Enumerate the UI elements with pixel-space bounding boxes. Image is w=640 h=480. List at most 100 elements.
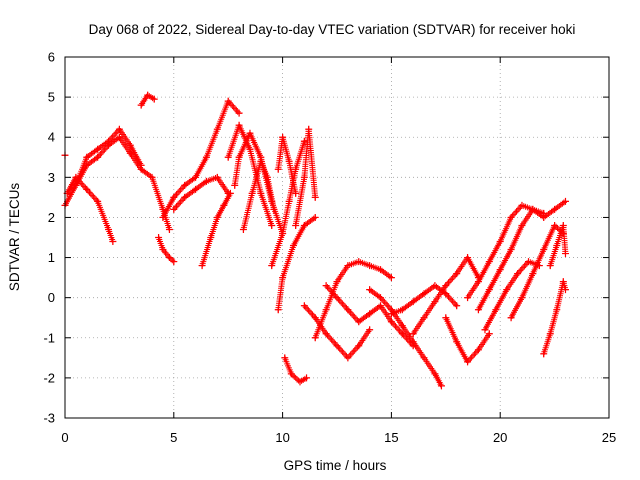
x-tick-label: 15 — [384, 430, 398, 445]
data-point — [420, 354, 428, 362]
data-point — [420, 314, 428, 322]
data-point — [292, 221, 300, 229]
series-satellite-track-19 — [300, 302, 374, 362]
data-point — [202, 177, 210, 185]
y-tick-label: 2 — [48, 210, 55, 225]
data-point — [377, 294, 385, 302]
y-tick-label: 4 — [48, 130, 55, 145]
data-point — [518, 201, 526, 209]
data-point — [235, 153, 243, 161]
data-point — [289, 242, 297, 250]
data-point — [311, 193, 319, 201]
data-point — [355, 342, 363, 350]
series-satellite-track-21 — [366, 286, 445, 390]
series-satellite-track-22 — [387, 282, 461, 318]
plus-markers — [388, 282, 460, 317]
data-point — [287, 370, 295, 378]
data-point — [148, 173, 156, 181]
data-point — [398, 306, 406, 314]
data-point — [311, 314, 319, 322]
data-point — [561, 197, 569, 205]
x-tick-label: 10 — [275, 430, 289, 445]
series-satellite-track-2 — [63, 173, 117, 246]
data-point — [109, 238, 117, 246]
data-point — [559, 221, 567, 229]
data-point — [224, 97, 232, 105]
data-point — [474, 306, 482, 314]
data-point — [257, 189, 265, 197]
data-point — [311, 334, 319, 342]
data-point — [137, 101, 145, 109]
data-point — [507, 314, 515, 322]
data-point — [72, 181, 80, 189]
plus-markers — [540, 278, 569, 357]
data-point — [83, 185, 91, 193]
data-point — [561, 286, 569, 294]
data-point — [481, 326, 489, 334]
data-point — [496, 266, 504, 274]
y-tick-label: 0 — [48, 290, 55, 305]
data-point — [366, 310, 374, 318]
y-tick-label: 5 — [48, 90, 55, 105]
data-point — [213, 213, 221, 221]
series-satellite-track-26 — [474, 205, 548, 314]
data-point — [155, 234, 163, 241]
data-point — [553, 306, 561, 314]
plus-markers — [301, 302, 373, 361]
series-satellite-track-8 — [170, 173, 232, 213]
data-point — [437, 382, 445, 390]
data-point — [181, 193, 189, 201]
data-point — [192, 185, 200, 193]
data-point — [300, 302, 308, 310]
y-axis: -3 -2 -1 0 1 2 3 4 5 6 — [43, 50, 609, 426]
data-point — [551, 205, 559, 213]
data-point — [170, 193, 178, 201]
data-point — [274, 306, 282, 314]
data-point — [485, 330, 493, 338]
y-tick-label: -1 — [43, 330, 55, 345]
data-point — [281, 354, 289, 362]
x-tick-label: 0 — [61, 430, 68, 445]
data-point — [192, 173, 200, 181]
data-point — [453, 338, 461, 346]
plus-markers — [281, 354, 310, 385]
data-point — [105, 137, 113, 145]
data-point — [292, 189, 300, 197]
data-point — [268, 221, 276, 229]
series-satellite-track-5 — [137, 91, 158, 109]
series-satellite-track-12 — [239, 157, 278, 233]
data-point — [420, 290, 428, 298]
data-point — [231, 181, 239, 189]
data-point — [344, 354, 352, 362]
data-point — [431, 370, 439, 378]
data-point — [115, 125, 123, 133]
data-point — [453, 270, 461, 278]
plus-markers — [159, 98, 243, 221]
data-point — [144, 91, 152, 99]
series-satellite-track-3 — [72, 125, 145, 189]
data-point — [279, 274, 287, 282]
series-satellite-track-20 — [322, 282, 417, 350]
data-point — [344, 262, 352, 270]
data-point — [285, 157, 293, 165]
y-tick-label: 1 — [48, 250, 55, 265]
data-point — [333, 294, 341, 302]
plus-markers — [442, 314, 493, 365]
data-point — [270, 205, 278, 213]
data-point — [474, 346, 482, 354]
data-point — [366, 286, 374, 294]
plus-markers — [475, 206, 547, 313]
series-satellite-track-6 — [155, 234, 178, 266]
x-axis: 0 5 10 15 20 25 — [61, 57, 616, 445]
data-point — [333, 342, 341, 350]
data-point — [551, 221, 559, 229]
data-point — [355, 258, 363, 266]
data-point — [387, 318, 395, 326]
series-satellite-track-10 — [224, 121, 276, 229]
series-satellite-track-30 — [546, 221, 569, 270]
data-point — [507, 213, 515, 221]
data-point — [540, 209, 548, 217]
data-point — [235, 121, 243, 129]
data-point — [213, 173, 221, 181]
